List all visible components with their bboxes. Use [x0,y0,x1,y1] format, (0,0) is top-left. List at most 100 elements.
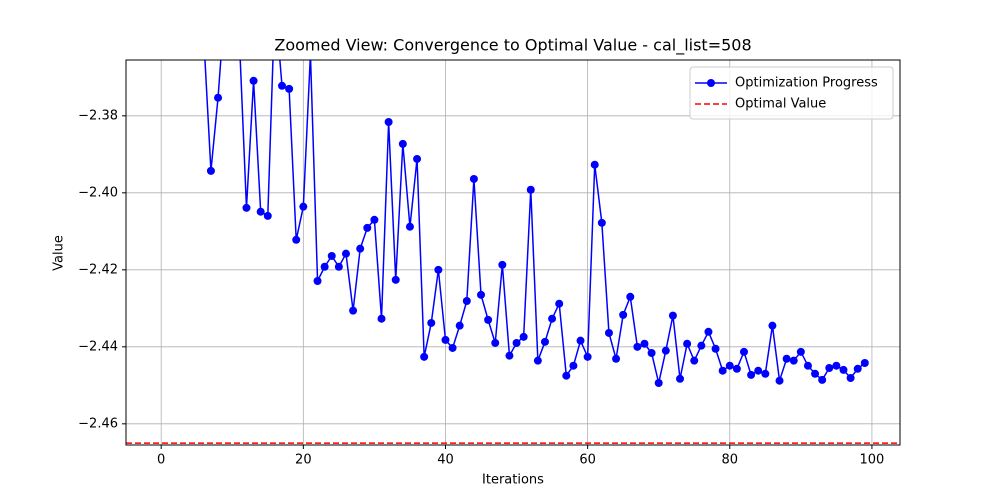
data-point [690,356,699,365]
data-point [391,275,400,284]
data-point [377,314,386,323]
data-point [512,338,521,347]
data-point [839,365,848,374]
data-point [853,364,862,373]
data-point [498,260,507,269]
legend-label: Optimal Value [735,97,826,112]
data-point [469,174,478,183]
data-point [860,358,869,367]
data-point [832,361,841,370]
data-point [803,361,812,370]
data-point [484,315,493,324]
x-tick-label: 0 [157,453,165,468]
data-point [363,223,372,232]
data-point [455,321,464,330]
data-point [633,342,642,351]
chart-title: Zoomed View: Convergence to Optimal Valu… [274,36,751,56]
data-point [789,356,798,365]
data-point [327,251,336,260]
legend-label: Optimization Progress [735,76,878,91]
data-point [811,369,820,378]
data-point [775,376,784,385]
data-point [569,361,578,370]
data-point [434,265,443,274]
data-point [519,332,528,341]
data-point [313,276,322,285]
data-point [384,117,393,126]
data-point [576,336,585,345]
data-point [626,292,635,301]
data-point [540,337,549,346]
data-point [704,327,713,336]
data-point [647,348,656,357]
series-line [204,60,866,384]
data-point [796,347,805,356]
data-point [768,321,777,330]
data-point [505,351,514,360]
x-axis-label: Iterations [482,473,544,488]
legend: Optimization Progress Optimal Value [689,66,894,120]
data-point [235,35,243,43]
data-point [405,222,414,231]
data-point [462,297,471,306]
y-tick-label: −2.38 [78,108,118,123]
data-point [562,371,571,380]
data-point [640,339,649,348]
data-point [718,366,727,375]
data-point [668,311,677,320]
data-point [654,379,663,388]
data-point [271,0,279,4]
x-tick-label: 20 [295,453,312,468]
data-point [285,84,294,93]
data-point [441,335,450,344]
x-tick-label: 100 [860,453,885,468]
data-point [676,374,685,383]
data-point [427,318,436,327]
data-point [612,354,621,363]
data-point [341,249,350,258]
data-point [732,364,741,373]
data-point [278,81,287,90]
data-point [413,154,422,163]
data-point [818,375,827,384]
data-point [200,35,208,43]
data-point [356,244,365,253]
legend-marker [707,79,715,87]
y-axis-label: Value [52,235,67,271]
data-point [370,215,379,224]
data-point [349,306,358,315]
data-point [491,338,500,347]
plot-area [126,0,900,444]
data-point [242,203,251,212]
data-point [604,328,613,337]
data-point [697,341,706,350]
data-point [249,76,258,85]
data-point [683,339,692,348]
data-point [747,370,756,379]
legend-frame [689,66,894,120]
x-tick-label: 40 [437,453,454,468]
data-point [221,0,229,4]
data-point [320,262,329,271]
data-point [754,366,763,375]
data-point [846,374,855,383]
data-point [597,218,606,227]
data-point [590,160,599,169]
data-point [555,299,564,308]
data-point [263,211,272,220]
data-point [825,364,834,372]
y-tick-label: −2.44 [78,339,118,354]
axes-frame [125,59,901,446]
data-point [725,361,734,370]
data-point [398,139,407,148]
data-point [583,352,592,361]
data-point [334,262,343,271]
x-tick-label: 80 [722,453,739,468]
data-point [256,207,265,216]
y-tick-label: −2.42 [78,262,118,277]
data-point [661,346,670,355]
data-point [206,166,215,175]
x-tick-label: 60 [579,453,596,468]
data-point [761,369,770,378]
